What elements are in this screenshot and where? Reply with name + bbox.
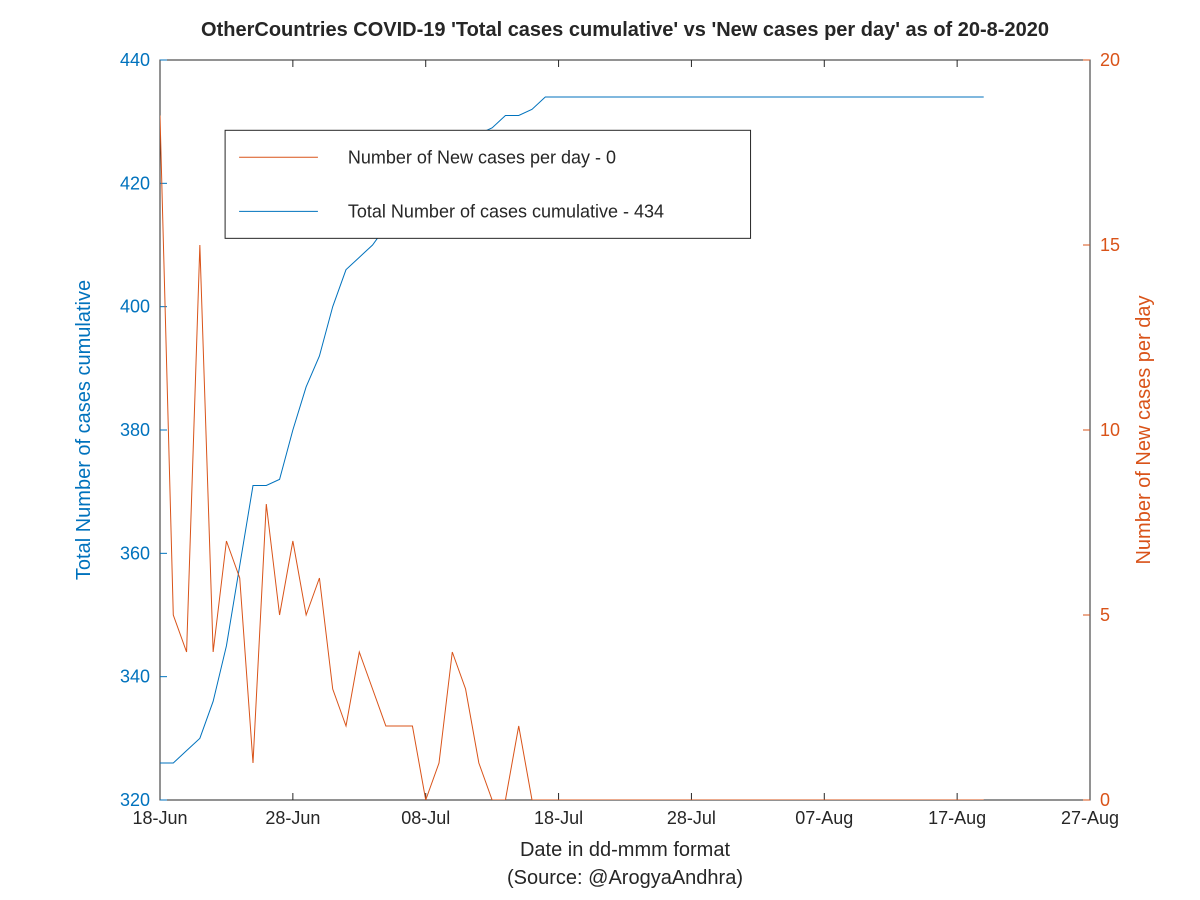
legend-label: Number of New cases per day - 0 bbox=[348, 147, 616, 167]
y-right-tick-label: 5 bbox=[1100, 605, 1110, 625]
x-axis-label-2: (Source: @ArogyaAndhra) bbox=[507, 867, 743, 889]
y-right-tick-label: 10 bbox=[1100, 420, 1120, 440]
y-right-tick-label: 20 bbox=[1100, 50, 1120, 70]
x-tick-label: 08-Jul bbox=[401, 808, 450, 828]
y-left-tick-label: 360 bbox=[120, 543, 150, 563]
chart-container: { "chart": { "type": "dual-axis-line", "… bbox=[0, 0, 1200, 900]
y-right-tick-label: 0 bbox=[1100, 790, 1110, 810]
x-tick-label: 27-Aug bbox=[1061, 808, 1119, 828]
x-axis-label-1: Date in dd-mmm format bbox=[520, 839, 730, 861]
y-left-tick-label: 420 bbox=[120, 173, 150, 193]
x-tick-label: 07-Aug bbox=[795, 808, 853, 828]
x-tick-label: 28-Jul bbox=[667, 808, 716, 828]
y-left-tick-label: 400 bbox=[120, 297, 150, 317]
x-tick-label: 18-Jun bbox=[132, 808, 187, 828]
x-tick-label: 17-Aug bbox=[928, 808, 986, 828]
legend-label: Total Number of cases cumulative - 434 bbox=[348, 201, 664, 221]
y-left-tick-label: 340 bbox=[120, 667, 150, 687]
dual-axis-line-chart: OtherCountries COVID-19 'Total cases cum… bbox=[0, 0, 1200, 900]
y-right-tick-label: 15 bbox=[1100, 235, 1120, 255]
x-tick-label: 28-Jun bbox=[265, 808, 320, 828]
x-tick-label: 18-Jul bbox=[534, 808, 583, 828]
y-left-tick-label: 380 bbox=[120, 420, 150, 440]
y-right-axis-label: Number of New cases per day bbox=[1133, 295, 1155, 564]
y-left-tick-label: 440 bbox=[120, 50, 150, 70]
y-left-axis-label: Total Number of cases cumulative bbox=[73, 280, 95, 580]
chart-title: OtherCountries COVID-19 'Total cases cum… bbox=[201, 19, 1049, 41]
y-left-tick-label: 320 bbox=[120, 790, 150, 810]
